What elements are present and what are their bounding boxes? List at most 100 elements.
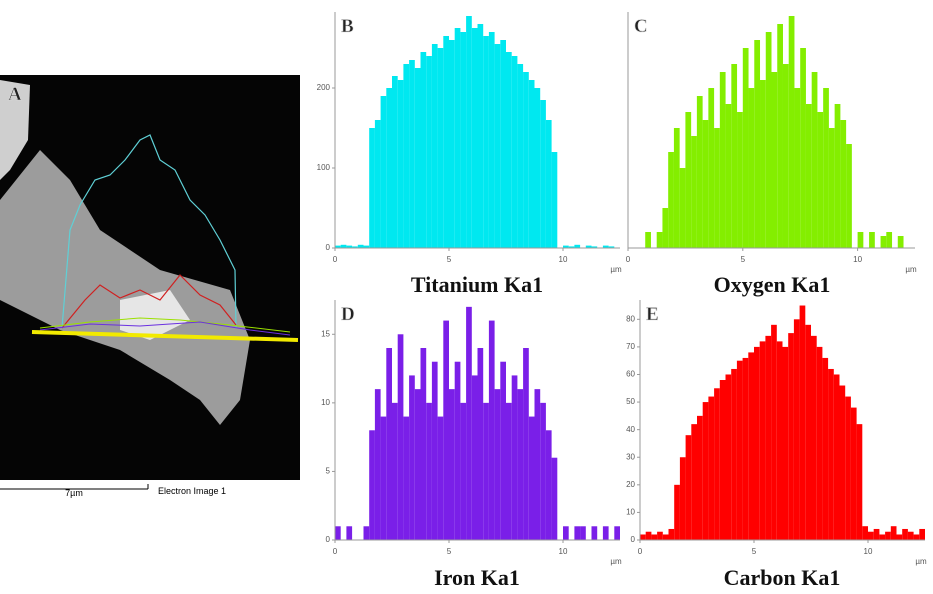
bar <box>846 144 852 248</box>
bar <box>574 244 581 248</box>
bar <box>454 28 461 248</box>
bar <box>754 40 761 248</box>
bar <box>708 88 715 248</box>
bar <box>725 374 732 540</box>
bar <box>483 402 489 540</box>
bar <box>765 32 772 248</box>
bar <box>335 526 341 540</box>
electron-image: A 7µm Electron Image 1 <box>0 75 300 498</box>
particle <box>0 150 250 425</box>
bar <box>834 104 841 248</box>
bar <box>380 416 387 540</box>
bar <box>828 128 835 248</box>
chart-title: Iron Ka1 <box>434 565 520 590</box>
bar <box>574 526 581 540</box>
bar <box>374 120 381 248</box>
bar <box>708 396 715 540</box>
bar <box>760 80 766 248</box>
bar <box>528 416 535 540</box>
bar <box>679 168 686 248</box>
bar <box>335 245 341 248</box>
x-unit: µm <box>610 265 622 274</box>
bar <box>483 36 489 248</box>
bar <box>839 385 846 540</box>
bar <box>742 48 749 248</box>
bar <box>414 389 421 540</box>
y-tick-label: 200 <box>317 83 331 92</box>
bar <box>506 402 512 540</box>
chart-title: Titanium Ka1 <box>411 272 543 297</box>
bar <box>862 526 868 540</box>
bar <box>873 528 880 540</box>
bar <box>426 56 432 248</box>
bar <box>614 526 620 540</box>
y-tick-label: 20 <box>626 480 635 489</box>
bar <box>545 430 552 540</box>
bar <box>363 245 370 248</box>
y-tick-label: 80 <box>626 314 635 323</box>
bar <box>466 16 472 248</box>
bar <box>754 346 760 540</box>
bar <box>403 416 410 540</box>
scan-line <box>39 321 291 336</box>
bar <box>563 245 569 248</box>
bar <box>488 32 495 248</box>
bar <box>811 335 817 540</box>
bar <box>443 36 449 248</box>
bar <box>460 402 467 540</box>
bar <box>714 388 720 540</box>
bar <box>420 348 427 540</box>
bar <box>645 232 651 248</box>
bar <box>437 416 444 540</box>
x-tick-label: 10 <box>559 547 568 556</box>
bar <box>748 88 755 248</box>
x-tick-label: 5 <box>447 255 452 264</box>
bar <box>645 531 652 540</box>
bar <box>897 236 904 248</box>
y-tick-label: 10 <box>321 398 330 407</box>
bar <box>563 526 569 540</box>
bar <box>662 534 669 540</box>
bar <box>840 120 847 248</box>
x-tick-label: 5 <box>752 547 757 556</box>
bar <box>466 306 472 540</box>
panel-label: B <box>341 16 354 37</box>
bar <box>731 64 738 248</box>
bar <box>460 32 467 248</box>
bar <box>380 96 387 248</box>
bar <box>454 361 461 540</box>
image-caption: Electron Image 1 <box>158 486 226 496</box>
bar <box>488 320 495 540</box>
x-tick-label: 0 <box>333 255 338 264</box>
bar <box>702 402 709 540</box>
bar <box>794 88 801 248</box>
bar <box>674 484 680 540</box>
y-tick-label: 40 <box>626 425 635 434</box>
bar <box>585 245 592 248</box>
bar <box>679 457 686 540</box>
bar <box>857 232 864 248</box>
bar <box>919 528 925 540</box>
chart-title: Carbon Ka1 <box>724 565 841 590</box>
bar <box>673 128 680 248</box>
x-tick-label: 5 <box>447 547 452 556</box>
bar <box>340 244 347 248</box>
bar <box>403 64 410 248</box>
bar <box>409 60 415 248</box>
bar <box>685 435 692 540</box>
x-tick-label: 0 <box>333 547 338 556</box>
bar <box>856 424 863 540</box>
bar <box>477 24 484 248</box>
bar <box>731 368 737 540</box>
bar <box>409 375 415 540</box>
bar <box>776 341 783 540</box>
bar <box>788 333 794 540</box>
bar <box>511 56 518 248</box>
bar <box>591 526 598 540</box>
bar <box>782 346 789 540</box>
bar <box>602 526 609 540</box>
bar <box>896 534 903 540</box>
bar <box>805 104 812 248</box>
bar <box>913 534 920 540</box>
